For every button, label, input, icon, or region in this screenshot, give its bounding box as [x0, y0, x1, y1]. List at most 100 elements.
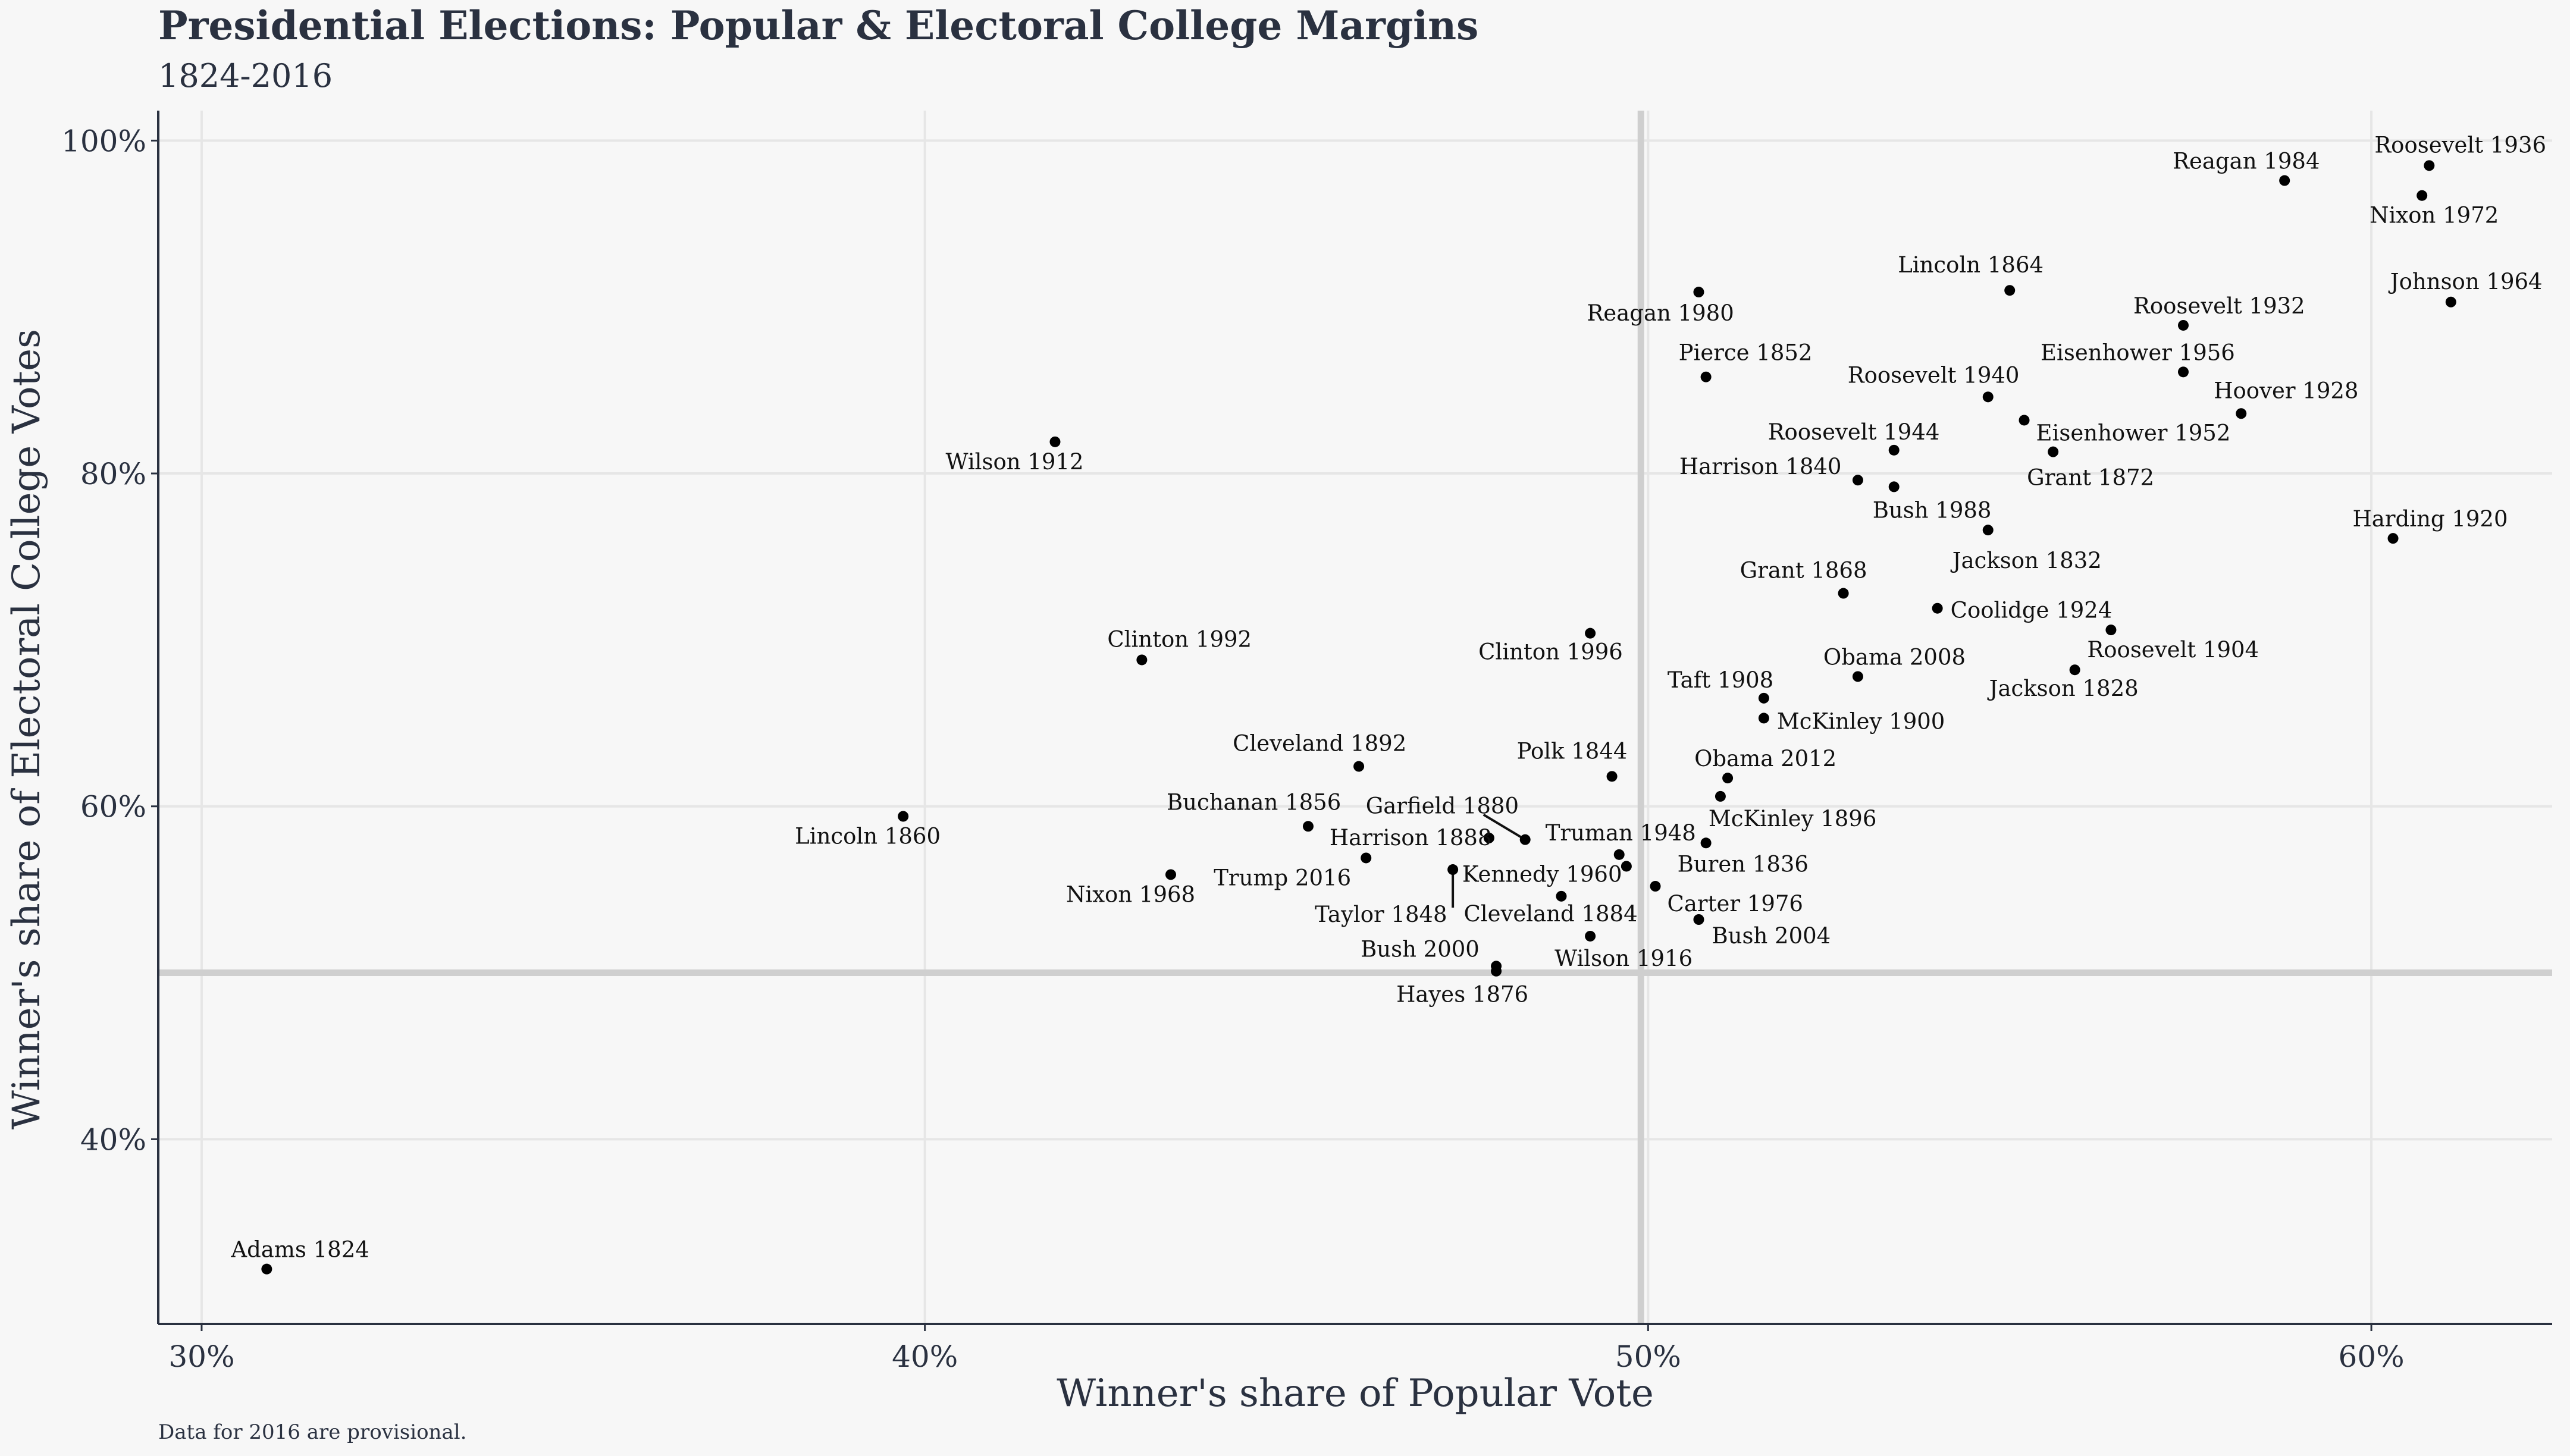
point-roosevelt-1932 [2177, 319, 2189, 331]
point-reagan-1984 [2279, 175, 2290, 186]
label-taylor-1848: Taylor 1848 [1315, 902, 1447, 927]
label-trump-2016: Trump 2016 [1214, 865, 1351, 890]
point-wilson-1912 [1049, 436, 1061, 447]
label-garfield-1880: Garfield 1880 [1366, 793, 1519, 819]
point-polk-1844 [1606, 771, 1618, 782]
label-roosevelt-1944: Roosevelt 1944 [1768, 419, 1940, 445]
label-hoover-1928: Hoover 1928 [2214, 378, 2358, 403]
point-harrison-1888 [1483, 832, 1494, 843]
label-roosevelt-1940: Roosevelt 1940 [1848, 362, 2020, 388]
label-eisenhower-1952: Eisenhower 1952 [2036, 420, 2231, 445]
label-lincoln-1864: Lincoln 1864 [1898, 252, 2044, 278]
label-reagan-1984: Reagan 1984 [2173, 149, 2320, 174]
point-cleveland-1892 [1353, 761, 1365, 772]
label-wilson-1912: Wilson 1912 [945, 449, 1083, 475]
label-bush-1988: Bush 1988 [1873, 497, 1992, 523]
label-leaders [1452, 813, 1526, 908]
label-hayes-1876: Hayes 1876 [1396, 982, 1528, 1008]
label-bush-2004: Bush 2004 [1712, 923, 1831, 949]
label-taft-1908: Taft 1908 [1668, 667, 1773, 693]
x-tick-label: 60% [2339, 1339, 2405, 1374]
leader-garfield-1880 [1483, 813, 1526, 841]
point-coolidge-1924 [1932, 603, 1943, 614]
label-mckinley-1896: McKinley 1896 [1709, 806, 1876, 831]
point-lincoln-1864 [2004, 285, 2016, 296]
reference-lines [158, 111, 2552, 1324]
label-grant-1868: Grant 1868 [1740, 558, 1867, 583]
label-lincoln-1860: Lincoln 1860 [795, 824, 941, 849]
point-buchanan-1856 [1302, 821, 1314, 832]
point-pierce-1852 [1700, 371, 1712, 382]
point-bush-1988 [1888, 481, 1900, 492]
x-tick-label: 40% [892, 1339, 958, 1374]
point-carter-1976 [1650, 881, 1661, 892]
axes: 30% 40% 50% 60% 40% 60% 80% 100% [61, 111, 2552, 1374]
point-jackson-1832 [1982, 525, 1994, 536]
label-carter-1976: Carter 1976 [1668, 891, 1803, 917]
label-nixon-1968: Nixon 1968 [1066, 881, 1195, 907]
label-mckinley-1900: McKinley 1900 [1777, 708, 1945, 734]
point-mckinley-1900 [1758, 713, 1769, 724]
x-tick-label: 30% [168, 1339, 234, 1374]
label-johnson-1964: Johnson 1964 [2388, 269, 2543, 294]
y-tick-label: 40% [80, 1122, 146, 1157]
point-cleveland-1884 [1556, 890, 1567, 902]
label-adams-1824: Adams 1824 [230, 1237, 369, 1263]
label-roosevelt-1932: Roosevelt 1932 [2133, 293, 2305, 319]
label-nixon-1972: Nixon 1972 [2370, 203, 2499, 228]
label-clinton-1996: Clinton 1996 [1478, 639, 1623, 665]
point-bush-2004 [1693, 914, 1704, 925]
point-nixon-1972 [2417, 190, 2428, 201]
label-roosevelt-1936: Roosevelt 1936 [2374, 132, 2546, 158]
label-polk-1844: Polk 1844 [1517, 738, 1628, 764]
point-buren-1836 [1700, 837, 1712, 849]
point-mckinley-1896 [1715, 790, 1726, 802]
point-jackson-1828 [2069, 664, 2080, 676]
y-tick-label: 100% [61, 124, 146, 158]
label-obama-2012: Obama 2012 [1694, 746, 1836, 771]
point-taylor-1848 [1447, 864, 1459, 876]
point-taft-1908 [1758, 692, 1769, 704]
point-lincoln-1860 [898, 811, 909, 822]
point-truman-1948 [1613, 849, 1625, 860]
point-trump-2016 [1361, 852, 1372, 864]
point-bush-2000 [1491, 961, 1502, 972]
label-reagan-1980: Reagan 1980 [1587, 300, 1734, 326]
point-roosevelt-1936 [2424, 160, 2435, 171]
label-cleveland-1892: Cleveland 1892 [1233, 731, 1406, 757]
point-obama-2012 [1722, 773, 1734, 784]
grid-layer [158, 111, 2552, 1324]
point-grant-1868 [1838, 588, 1849, 599]
point-reagan-1980 [1693, 287, 1704, 298]
label-pierce-1852: Pierce 1852 [1679, 340, 1813, 366]
chart-title: Presidential Elections: Popular & Electo… [158, 2, 1479, 49]
label-bush-2000: Bush 2000 [1361, 936, 1480, 962]
label-jackson-1832: Jackson 1832 [1950, 548, 2102, 573]
label-coolidge-1924: Coolidge 1924 [1951, 598, 2113, 623]
point-eisenhower-1956 [2177, 366, 2189, 378]
y-tick-label: 60% [80, 790, 146, 824]
label-roosevelt-1904: Roosevelt 1904 [2087, 637, 2259, 663]
label-jackson-1828: Jackson 1828 [1987, 676, 2139, 701]
label-clinton-1992: Clinton 1992 [1107, 626, 1252, 652]
label-buchanan-1856: Buchanan 1856 [1167, 789, 1341, 815]
point-grant-1872 [2048, 446, 2059, 457]
x-axis-title: Winner's share of Popular Vote [1057, 1372, 1654, 1416]
point-clinton-1992 [1136, 654, 1148, 666]
data-labels: Adams 1824 Jackson 1828 Jackson 1832 Buren … [230, 132, 2546, 1262]
label-buren-1836: Buren 1836 [1678, 851, 1809, 877]
point-roosevelt-1944 [1888, 444, 1900, 456]
label-wilson-1916: Wilson 1916 [1554, 946, 1693, 971]
point-johnson-1964 [2445, 296, 2456, 307]
point-eisenhower-1952 [2019, 415, 2030, 426]
label-kennedy-1960: Kennedy 1960 [1462, 861, 1622, 887]
label-eisenhower-1956: Eisenhower 1956 [2041, 340, 2235, 365]
label-harding-1920: Harding 1920 [2353, 506, 2508, 532]
point-wilson-1916 [1585, 930, 1596, 942]
point-kennedy-1960 [1621, 861, 1632, 872]
point-adams-1824 [261, 1263, 272, 1275]
point-garfield-1880 [1519, 834, 1531, 845]
x-tick-label: 50% [1615, 1339, 1681, 1374]
point-nixon-1968 [1165, 869, 1176, 880]
